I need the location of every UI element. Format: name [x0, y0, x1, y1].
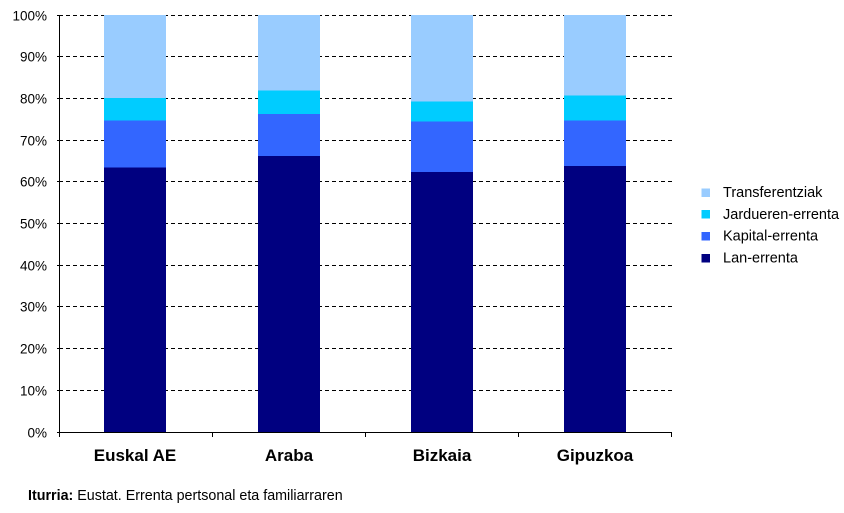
svg-text:70%: 70% [20, 133, 47, 148]
svg-text:20%: 20% [20, 341, 47, 356]
svg-text:Jardueren-errenta: Jardueren-errenta [723, 207, 840, 223]
svg-text:Gipuzkoa: Gipuzkoa [557, 446, 634, 465]
svg-text:30%: 30% [20, 299, 47, 314]
svg-text:Euskal AE: Euskal AE [94, 446, 177, 465]
svg-text:Lan-errenta: Lan-errenta [723, 250, 799, 266]
svg-text:Kapital-errenta: Kapital-errenta [723, 229, 819, 245]
svg-text:60%: 60% [20, 174, 47, 189]
svg-text:80%: 80% [20, 91, 47, 106]
svg-text:Transferentziak: Transferentziak [723, 185, 823, 201]
svg-text:90%: 90% [20, 49, 47, 64]
svg-text:0%: 0% [27, 425, 47, 440]
svg-text:10%: 10% [20, 383, 47, 398]
svg-text:Bizkaia: Bizkaia [413, 446, 472, 465]
svg-text:50%: 50% [20, 216, 47, 231]
svg-text:100%: 100% [12, 8, 47, 23]
svg-text:40%: 40% [20, 258, 47, 273]
svg-text:Araba: Araba [265, 446, 314, 465]
svg-text:Iturria: Eustat. Errenta perts: Iturria: Eustat. Errenta pertsonal eta f… [28, 488, 343, 504]
